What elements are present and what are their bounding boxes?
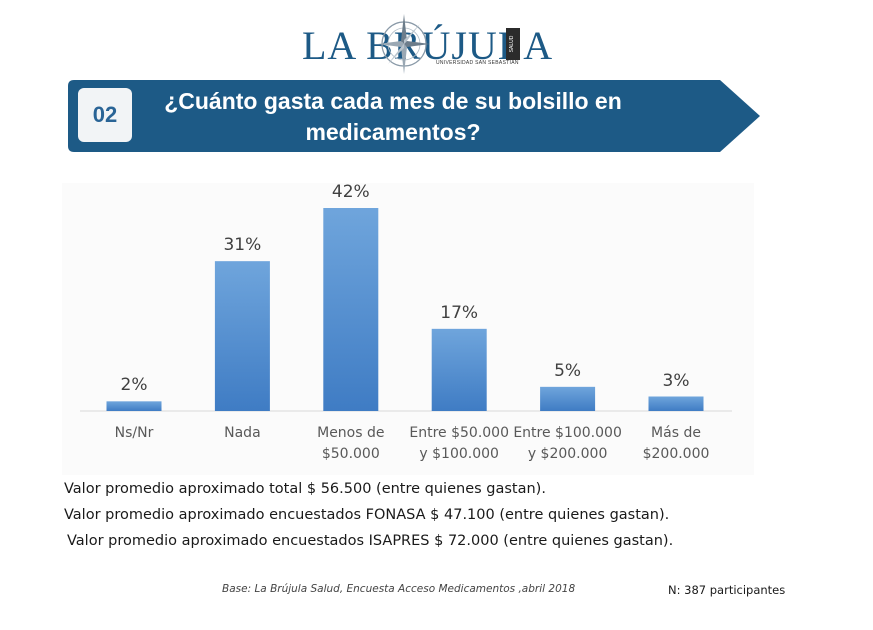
question-number: 02: [78, 88, 132, 142]
note-fonasa: Valor promedio aproximado encuestados FO…: [64, 507, 670, 523]
category-label-line: Menos de: [317, 425, 385, 441]
category-label-5: Más de $200.000: [621, 423, 731, 465]
category-label-line: Entre $100.000: [513, 425, 622, 441]
bar-5: [648, 396, 704, 411]
brand-tag-text: SALUD: [509, 35, 515, 52]
brand-subtitle: UNIVERSIDAD SAN SEBASTIÁN: [436, 60, 519, 66]
category-label-2: Menos de $50.000: [296, 423, 406, 465]
bar-1: [214, 261, 270, 411]
question-title: ¿Cuánto gasta cada mes de su bolsillo en…: [148, 86, 638, 148]
value-label-3: 17%: [440, 302, 479, 323]
category-label-3: Entre $50.000 y $100.000: [404, 423, 514, 465]
value-label-0: 2%: [120, 375, 148, 396]
compass-icon: [378, 14, 430, 74]
category-label-line: $50.000: [321, 446, 380, 462]
note-total: Valor promedio aproximado total $ 56.500…: [64, 481, 546, 497]
bar-3: [431, 328, 487, 411]
sample-size: N: 387 participantes: [668, 583, 786, 597]
category-label-line: Nada: [224, 425, 261, 441]
value-label-2: 42%: [331, 182, 370, 202]
brand-logo: LA BRÚJULA SALUD UNIVERSIDAD SAN SEBASTI…: [302, 14, 552, 76]
category-label-line: $200.000: [642, 446, 710, 462]
source-base: Base: La Brújula Salud, Encuesta Acceso …: [222, 583, 576, 595]
category-label-line: Ns/Nr: [114, 425, 154, 441]
category-label-1: Nada: [187, 423, 297, 444]
chart-panel: [62, 183, 754, 475]
question-title-line1: ¿Cuánto gasta cada mes de su bolsillo en: [164, 88, 622, 114]
category-label-line: Más de: [651, 425, 701, 441]
category-label-line: y $100.000: [419, 446, 499, 462]
category-label-0: Ns/Nr: [79, 423, 189, 444]
category-label-line: y $200.000: [527, 446, 608, 462]
bar-0: [106, 401, 162, 411]
bar-2: [323, 208, 379, 411]
bar-4: [540, 386, 596, 411]
value-label-5: 3%: [662, 370, 690, 391]
question-banner: [68, 80, 760, 152]
note-isapres: Valor promedio aproximado encuestados IS…: [67, 533, 674, 549]
question-title-line2: medicamentos?: [305, 119, 481, 145]
category-label-4: Entre $100.000 y $200.000: [513, 423, 623, 465]
brand-tag: SALUD: [506, 28, 520, 60]
value-label-4: 5%: [554, 360, 582, 381]
value-label-1: 31%: [223, 235, 262, 256]
category-label-line: Entre $50.000: [409, 425, 509, 441]
